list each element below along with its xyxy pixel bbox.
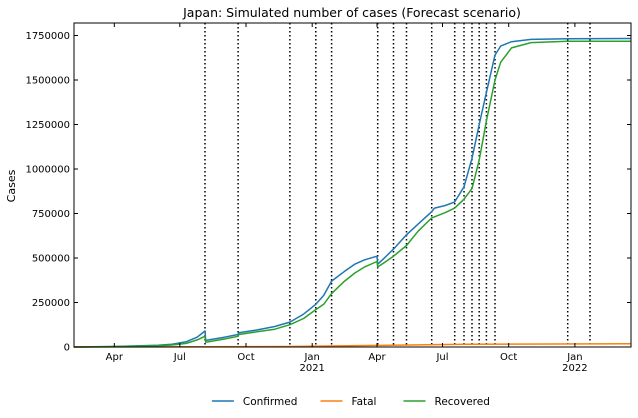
legend-label-confirmed: Confirmed	[243, 396, 298, 408]
series-line-recovered	[73, 40, 632, 348]
y-axis: 0 250000 500000 750000 1000000 1250000 1500000…	[25, 31, 631, 354]
x-tick-label: Oct	[500, 352, 517, 363]
y-tick-label: 250000	[32, 298, 70, 309]
x-tick-label: Jan	[303, 352, 319, 363]
legend: Confirmed Fatal Recovered	[211, 396, 490, 408]
chart-title: Japan: Simulated number of cases (Foreca…	[182, 5, 521, 20]
x-tick-year-label: 2022	[562, 363, 587, 374]
y-tick-label: 0	[64, 343, 70, 354]
x-tick-label: Jul	[435, 352, 448, 363]
legend-label-recovered: Recovered	[435, 396, 490, 408]
y-axis-label: Cases	[5, 169, 18, 202]
x-tick-year-label: 2021	[299, 363, 324, 374]
y-tick-label: 500000	[32, 254, 70, 265]
x-tick-label: Jul	[173, 352, 186, 363]
y-tick-label: 1750000	[25, 31, 70, 42]
series-layer	[73, 37, 632, 348]
y-tick-label: 1250000	[25, 120, 70, 131]
y-tick-label: 1000000	[25, 165, 70, 176]
change-date-lines	[204, 23, 591, 347]
x-tick-label: Oct	[237, 352, 254, 363]
plot-area-frame	[73, 22, 632, 348]
x-tick-label: Apr	[106, 352, 124, 363]
x-tick-label: Jan	[566, 352, 582, 363]
y-tick-label: 1500000	[25, 76, 70, 87]
x-tick-label: Apr	[368, 352, 386, 363]
legend-label-fatal: Fatal	[352, 396, 377, 408]
y-tick-label: 750000	[32, 209, 70, 220]
series-line-confirmed	[73, 37, 632, 348]
